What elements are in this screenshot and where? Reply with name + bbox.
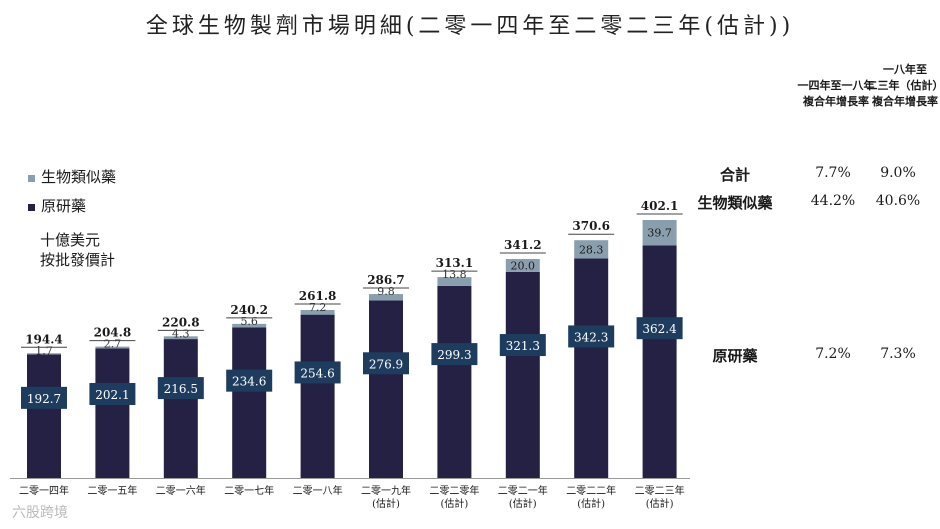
x-tick-label-4: 二零一八年: [293, 484, 343, 497]
bar-originator-7: [505, 271, 540, 478]
bar-originator-5: [369, 300, 403, 478]
bar-originator-6: [437, 285, 472, 478]
x-tick-sublabel-5: (估計): [372, 497, 400, 510]
originator-label-box-1: [89, 383, 136, 406]
originator-label-box-7: [499, 334, 546, 357]
originator-value-label-8: 342.3: [574, 330, 608, 344]
bar-biosimilar-0: [27, 353, 61, 355]
cagr-row-originator-v1: 7.2%: [815, 346, 851, 362]
legend-label-originator: 原研藥: [41, 197, 87, 215]
cagr-row-originator-v2: 7.3%: [880, 346, 916, 362]
biosimilar-value-label-9: 39.7: [647, 227, 672, 240]
cagr-header-2018-2023-line3: 複合年增長率: [872, 95, 938, 108]
watermark: 六股跨境: [12, 505, 68, 521]
total-value-label-2: 220.8: [162, 315, 200, 329]
total-value-label-5: 286.7: [367, 273, 405, 287]
bar-biosimilar-4: [300, 310, 335, 315]
biosimilar-value-label-7: 20.0: [511, 259, 536, 272]
cagr-row-total-v2: 9.0%: [880, 165, 916, 181]
cagr-header-2014-2018-line2: 複合年增長率: [803, 95, 869, 108]
bar-originator-2: [163, 339, 198, 478]
originator-value-label-5: 276.9: [369, 357, 403, 371]
originator-label-box-4: [294, 361, 341, 384]
x-tick-label-8: 二零二二年: [566, 484, 616, 497]
x-tick-label-3: 二零一七年: [224, 484, 274, 497]
originator-value-label-0: 192.7: [27, 392, 61, 406]
x-tick-sublabel-8: (估計): [577, 497, 605, 510]
cagr-row-biosimilar-v2: 40.6%: [875, 193, 921, 209]
x-tick-label-6: 二零二零年: [429, 484, 479, 497]
bar-originator-4: [300, 314, 335, 478]
legend-label-biosimilar: 生物類似藥: [41, 168, 117, 186]
x-tick-label-1: 二零一五年: [87, 484, 137, 497]
x-tick-label-5: 二零一九年: [361, 484, 411, 497]
originator-value-label-4: 254.6: [300, 366, 334, 380]
bar-biosimilar-7: [505, 259, 540, 272]
bar-biosimilar-6: [437, 277, 472, 286]
bar-originator-0: [27, 354, 61, 478]
originator-value-label-3: 234.6: [232, 375, 266, 389]
bar-biosimilar-5: [369, 294, 403, 301]
legend-item-originator: 原研藥: [28, 195, 86, 216]
originator-value-label-7: 321.3: [506, 339, 540, 353]
cagr-header-2018-2023-line1: 一八年至: [883, 63, 927, 76]
x-tick-sublabel-9: (估計): [646, 497, 674, 510]
originator-value-label-2: 216.5: [164, 382, 198, 396]
total-value-label-8: 370.6: [572, 219, 610, 233]
unit-label: 十億美元 按批發價計: [40, 230, 115, 270]
cagr-row-total-label: 合計: [719, 166, 750, 184]
total-value-label-6: 313.1: [436, 256, 474, 270]
cagr-header-2014-2018-line1: 一四年至一八年: [797, 79, 875, 92]
originator-label-box-5: [363, 352, 409, 375]
bar-biosimilar-3: [232, 323, 267, 328]
x-tick-label-9: 二零二三年: [635, 484, 685, 497]
x-tick-label-2: 二零一六年: [156, 484, 206, 497]
originator-value-label-1: 202.1: [95, 388, 129, 402]
originator-label-box-8: [568, 325, 615, 348]
bar-originator-9: [642, 245, 677, 478]
cagr-row-originator-label: 原研藥: [712, 347, 758, 365]
cagr-row-biosimilar-label: 生物類似藥: [697, 194, 773, 212]
legend-swatch-biosimilar: [28, 174, 35, 182]
x-tick-label-0: 二零一四年: [19, 484, 69, 497]
unit-line1: 十億美元: [40, 231, 101, 249]
bar-biosimilar-9: [642, 220, 677, 246]
cagr-row-biosimilar-v1: 44.2%: [810, 193, 856, 209]
total-value-label-4: 261.8: [299, 289, 337, 303]
originator-label-box-0: [21, 386, 67, 409]
cagr-row-total-v1: 7.7%: [815, 165, 851, 181]
x-tick-label-7: 二零二一年: [498, 484, 548, 497]
bar-biosimilar-1: [95, 346, 130, 349]
x-tick-sublabel-6: (估計): [440, 497, 468, 510]
bar-biosimilar-8: [574, 240, 609, 259]
originator-label-box-2: [157, 377, 204, 400]
total-value-label-3: 240.2: [230, 303, 268, 317]
cagr-header-2018-2023: 一八年至 二三年（估計） 複合年增長率: [866, 62, 940, 110]
chart-title: 全球生物製劑市場明細(二零一四年至二零二三年(估計)): [145, 14, 795, 39]
originator-label-box-6: [431, 343, 478, 366]
x-tick-sublabel-7: (估計): [509, 497, 537, 510]
biosimilar-value-label-8: 28.3: [579, 243, 604, 256]
total-value-label-7: 341.2: [504, 238, 542, 252]
unit-line2: 按批發價計: [40, 251, 116, 269]
total-value-label-9: 402.1: [641, 199, 679, 213]
total-value-label-0: 194.4: [25, 332, 63, 346]
bar-originator-8: [574, 258, 609, 478]
cagr-header-2014-2018: 一四年至一八年 複合年增長率: [796, 78, 876, 110]
originator-value-label-6: 299.3: [437, 348, 471, 362]
cagr-header-2018-2023-line2: 二三年（估計）: [866, 79, 940, 92]
bar-originator-3: [232, 327, 267, 478]
legend-item-biosimilar: 生物類似藥: [28, 166, 116, 187]
originator-label-box-9: [636, 317, 683, 340]
originator-value-label-9: 362.4: [642, 322, 677, 336]
legend-swatch-originator: [28, 203, 35, 211]
total-value-label-1: 204.8: [94, 326, 132, 340]
originator-label-box-3: [226, 369, 273, 392]
bar-biosimilar-2: [163, 336, 198, 340]
bar-originator-1: [95, 348, 130, 478]
